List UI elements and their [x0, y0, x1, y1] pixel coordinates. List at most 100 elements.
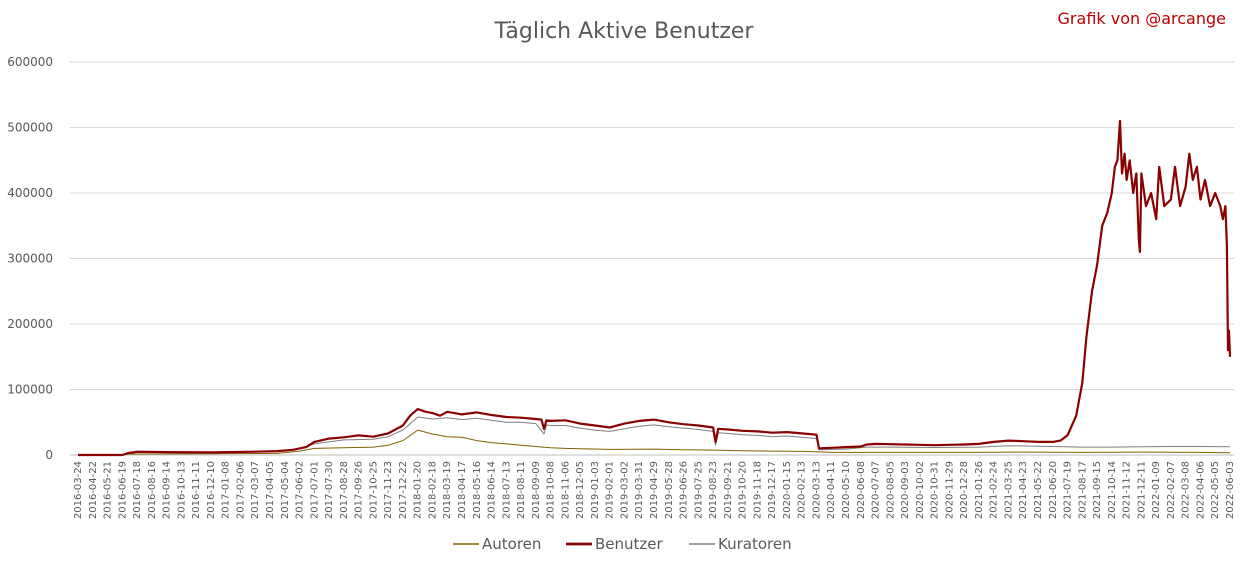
x-tick-label: 2021-02-24 — [989, 461, 1000, 519]
y-tick-label: 200000 — [7, 317, 53, 331]
x-tick-label: 2021-07-19 — [1063, 461, 1074, 519]
x-tick-label: 2019-11-18 — [752, 461, 763, 519]
x-tick-label: 2021-12-11 — [1136, 461, 1147, 519]
x-tick-label: 2017-03-07 — [250, 461, 261, 519]
x-tick-label: 2017-02-06 — [235, 461, 246, 519]
x-tick-label: 2018-07-13 — [501, 461, 512, 519]
x-tick-label: 2019-03-02 — [619, 461, 630, 519]
x-tick-label: 2017-07-30 — [324, 461, 335, 519]
x-tick-label: 2017-10-25 — [368, 461, 379, 519]
x-tick-label: 2017-01-08 — [221, 461, 232, 519]
x-tick-label: 2020-11-29 — [944, 461, 955, 519]
x-tick-label: 2022-01-09 — [1151, 461, 1162, 519]
x-tick-label: 2018-02-18 — [427, 461, 438, 519]
x-tick-label: 2016-05-21 — [103, 461, 114, 519]
x-tick-label: 2021-01-26 — [974, 461, 985, 519]
x-tick-label: 2020-10-02 — [915, 461, 926, 519]
y-tick-label: 500000 — [7, 121, 53, 135]
x-tick-label: 2020-09-03 — [900, 461, 911, 519]
x-tick-label: 2018-06-14 — [487, 461, 498, 519]
x-tick-label: 2020-02-13 — [797, 461, 808, 519]
y-tick-label: 300000 — [7, 252, 53, 266]
legend: Autoren Benutzer Kuratoren — [453, 535, 792, 553]
x-tick-label: 2022-04-06 — [1195, 461, 1206, 519]
x-tick-label: 2022-02-07 — [1166, 461, 1177, 519]
y-tick-label: 0 — [45, 448, 53, 462]
x-tick-label: 2018-04-17 — [457, 461, 468, 519]
x-tick-label: 2018-09-09 — [531, 461, 542, 519]
x-tick-label: 2020-10-31 — [930, 461, 941, 519]
x-tick-label: 2021-05-22 — [1033, 461, 1044, 519]
y-tick-label: 400000 — [7, 186, 53, 200]
x-tick-label: 2019-08-23 — [708, 461, 719, 519]
x-tick-label: 2021-09-15 — [1092, 461, 1103, 519]
x-tick-label: 2019-12-17 — [767, 461, 778, 519]
x-tick-label: 2016-12-10 — [206, 461, 217, 519]
x-tick-label: 2021-06-20 — [1048, 461, 1059, 519]
x-tick-label: 2022-06-03 — [1225, 461, 1236, 519]
x-tick-label: 2019-09-21 — [723, 461, 734, 519]
x-tick-label: 2020-05-10 — [841, 461, 852, 519]
x-tick-label: 2020-01-15 — [782, 461, 793, 519]
x-tick-label: 2021-08-17 — [1077, 461, 1088, 519]
x-tick-label: 2019-06-26 — [679, 461, 690, 519]
x-tick-label: 2017-06-02 — [295, 461, 306, 519]
x-tick-label: 2021-03-25 — [1003, 461, 1014, 519]
x-tick-label: 2017-05-04 — [280, 461, 291, 519]
x-tick-label: 2016-09-14 — [162, 461, 173, 519]
x-tick-label: 2018-05-16 — [472, 461, 483, 519]
x-tick-label: 2016-03-24 — [73, 461, 84, 519]
y-axis-ticks: 0 100000 200000 300000 400000 500000 600000 — [7, 55, 53, 462]
x-tick-label: 2016-11-11 — [191, 461, 202, 519]
legend-label-autoren: Autoren — [482, 535, 541, 553]
legend-label-kuratoren: Kuratoren — [718, 535, 792, 553]
x-tick-label: 2017-07-01 — [309, 461, 320, 519]
x-tick-label: 2022-05-05 — [1210, 461, 1221, 519]
x-tick-label: 2018-08-11 — [516, 461, 527, 519]
x-tick-label: 2019-01-03 — [590, 461, 601, 519]
x-tick-label: 2017-11-23 — [383, 461, 394, 519]
x-tick-label: 2018-12-05 — [575, 461, 586, 519]
series-line-autoren — [78, 429, 1231, 456]
x-tick-label: 2019-04-29 — [649, 461, 660, 519]
x-tick-label: 2016-06-19 — [117, 461, 128, 519]
x-tick-label: 2020-12-28 — [959, 461, 970, 519]
x-tick-label: 2017-12-22 — [398, 461, 409, 519]
chart-credit: Grafik von @arcange — [1058, 9, 1226, 28]
x-tick-label: 2018-10-08 — [546, 461, 557, 519]
x-tick-label: 2018-01-20 — [413, 461, 424, 519]
x-tick-label: 2019-05-28 — [664, 461, 675, 519]
x-tick-label: 2021-11-12 — [1122, 461, 1133, 519]
y-tick-label: 600000 — [7, 55, 53, 69]
x-tick-label: 2016-08-16 — [147, 461, 158, 519]
x-tick-label: 2019-10-20 — [738, 461, 749, 519]
x-tick-label: 2022-03-08 — [1181, 461, 1192, 519]
x-tick-label: 2018-11-06 — [560, 461, 571, 519]
x-tick-label: 2017-09-26 — [354, 461, 365, 519]
x-tick-label: 2020-06-08 — [856, 461, 867, 519]
x-tick-label: 2019-07-25 — [693, 461, 704, 519]
x-tick-label: 2020-07-07 — [871, 461, 882, 519]
x-tick-label: 2016-10-13 — [176, 461, 187, 519]
x-tick-label: 2016-04-22 — [88, 461, 99, 519]
grid-lines — [70, 61, 1234, 456]
x-tick-label: 2020-04-11 — [826, 461, 837, 519]
x-tick-label: 2019-03-31 — [634, 461, 645, 519]
x-tick-label: 2017-04-05 — [265, 461, 276, 519]
y-tick-label: 100000 — [7, 383, 53, 397]
x-tick-label: 2021-04-23 — [1018, 461, 1029, 519]
series-line-kuratoren — [78, 416, 1231, 456]
x-tick-label: 2018-03-19 — [442, 461, 453, 519]
x-tick-label: 2021-10-14 — [1107, 461, 1118, 519]
x-tick-label: 2020-08-05 — [885, 461, 896, 519]
x-tick-label: 2020-03-13 — [811, 461, 822, 519]
x-axis-ticks: 2016-03-24 2016-04-22 2016-05-21 2016-06-19… — [73, 461, 1236, 519]
x-tick-label: 2017-08-28 — [339, 461, 350, 519]
x-tick-label: 2019-02-01 — [605, 461, 616, 519]
series-line-benutzer — [78, 119, 1232, 457]
chart-title: Täglich Aktive Benutzer — [494, 19, 755, 44]
series-lines — [78, 119, 1232, 457]
x-tick-label: 2016-07-18 — [132, 461, 143, 519]
legend-label-benutzer: Benutzer — [595, 535, 664, 553]
